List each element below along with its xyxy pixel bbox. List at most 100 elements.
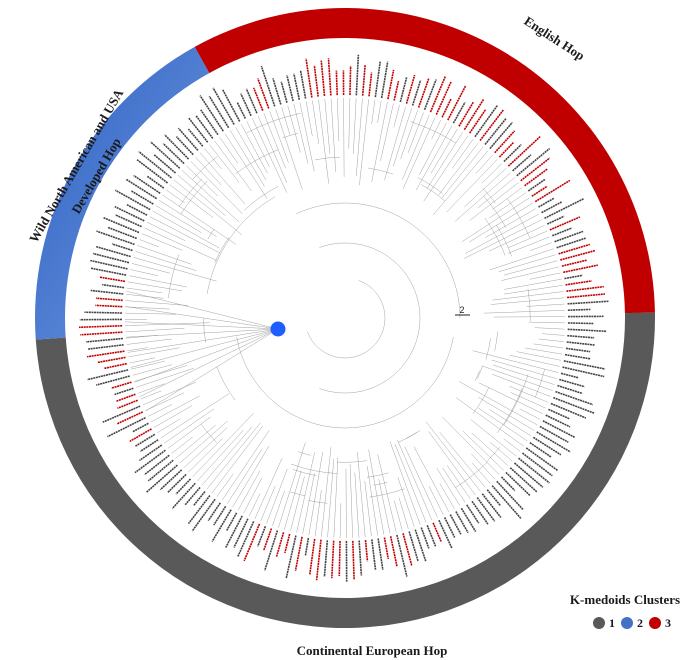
tree-branch [462, 430, 504, 471]
tree-branch [179, 421, 228, 464]
leaf-label-mark [136, 159, 169, 184]
leaf-label-mark [494, 130, 516, 154]
tree-branch [490, 297, 565, 305]
tree-branch [126, 338, 172, 345]
tree-branch [154, 405, 193, 428]
leaf-label-mark [558, 243, 591, 255]
tree-branch [348, 98, 351, 149]
leaf-label-mark [560, 372, 579, 379]
tree-branch [237, 470, 261, 511]
leaf-label-mark [402, 533, 413, 567]
english-hop-label: English Hop [521, 13, 587, 63]
tree-branch [478, 407, 528, 442]
tree-branch [190, 161, 243, 214]
tree-branch [438, 142, 479, 196]
tree-branch [465, 213, 540, 254]
tree-branch-arc [235, 149, 279, 174]
tree-branch [393, 108, 412, 167]
leaf-label-mark [531, 185, 548, 197]
tree-branch [181, 170, 240, 223]
leaf-label-mark [524, 168, 548, 187]
leaf-label-mark [469, 108, 487, 134]
leaf-label-mark [414, 529, 427, 562]
leaf-label-mark [518, 457, 550, 484]
tree-branch [442, 467, 466, 503]
leaf-label-mark [95, 304, 123, 308]
leaf-label-mark [545, 414, 571, 428]
tree-branch [503, 260, 558, 276]
leaf-label-mark [489, 121, 513, 150]
tree-branch [135, 251, 197, 271]
tree-branch [324, 98, 331, 154]
leaf-label-mark [111, 381, 132, 389]
tree-branch [471, 453, 495, 480]
tree-branch-arc [477, 366, 483, 379]
leaf-label-mark [240, 93, 252, 117]
leaf-label-mark [104, 362, 127, 370]
tree-branch [377, 454, 397, 533]
tree-branch-arc [472, 387, 490, 414]
tree-branch [136, 367, 195, 388]
legend: K-medoids Clusters 1 2 3 [570, 592, 680, 630]
tree-branch-arc [206, 196, 276, 294]
tree-branch [160, 393, 230, 439]
tree-branch [472, 350, 559, 373]
leaf-label-mark [507, 136, 541, 167]
tree-branch [343, 98, 345, 177]
tree-branch-arc [214, 237, 230, 264]
leaf-label-mark [117, 399, 139, 410]
tree-branch [461, 197, 530, 242]
leaf-label-mark [368, 72, 373, 97]
leaf-label-mark [420, 527, 430, 549]
leaf-label-mark [284, 533, 291, 554]
leaf-label-mark [162, 142, 185, 165]
tree-branch-arc [319, 242, 421, 394]
tree-branch [389, 441, 421, 525]
tree-branch [484, 310, 565, 314]
tree-branch [485, 208, 536, 238]
tree-branch [296, 452, 315, 533]
leaf-label-mark [146, 175, 165, 189]
tree-branch-arc [497, 387, 523, 434]
tree-branch [321, 447, 332, 537]
tree-branch [377, 100, 382, 123]
leaf-label-mark [78, 324, 123, 329]
leaf-label-mark [257, 78, 270, 109]
leaf-label-mark [213, 505, 227, 526]
tree-branch [252, 118, 288, 193]
leaf-label-mark [171, 482, 196, 510]
leaf-label-mark [466, 504, 480, 524]
tree-branch-arc [200, 423, 217, 443]
tree-branch [133, 257, 217, 282]
tree-branch-arc [192, 156, 218, 180]
tree-branch [199, 152, 246, 205]
leaf-label-mark [541, 201, 562, 214]
leaf-label-mark [565, 347, 591, 353]
leaf-label-mark [313, 65, 319, 97]
tree-branch-arc [421, 184, 446, 202]
tree-branch [407, 112, 424, 153]
tree-branch [127, 281, 183, 292]
tree-branch [312, 100, 320, 144]
leaf-label-mark [484, 118, 507, 145]
tree-branch [464, 168, 507, 208]
tree-branch [503, 285, 563, 295]
leaf-label-mark [387, 69, 395, 100]
tree-branch-arc [474, 370, 480, 382]
tree-branch [439, 483, 455, 509]
leaf-label-mark [243, 523, 261, 562]
leaf-label-mark [263, 530, 279, 571]
tree-branch [490, 442, 513, 462]
leaf-label-mark [164, 134, 190, 160]
leaf-label-mark [516, 147, 551, 177]
tree-branch-arc [507, 198, 531, 238]
tree-branch [533, 343, 563, 349]
tree-branch [446, 159, 498, 213]
tree-branch [394, 444, 427, 523]
leaf-label-mark [565, 280, 592, 286]
tree-branch [201, 426, 253, 486]
tree-branch [125, 322, 210, 326]
tree-branch [125, 328, 279, 338]
tree-branch-arc [336, 460, 367, 463]
leaf-label-mark [351, 540, 355, 580]
